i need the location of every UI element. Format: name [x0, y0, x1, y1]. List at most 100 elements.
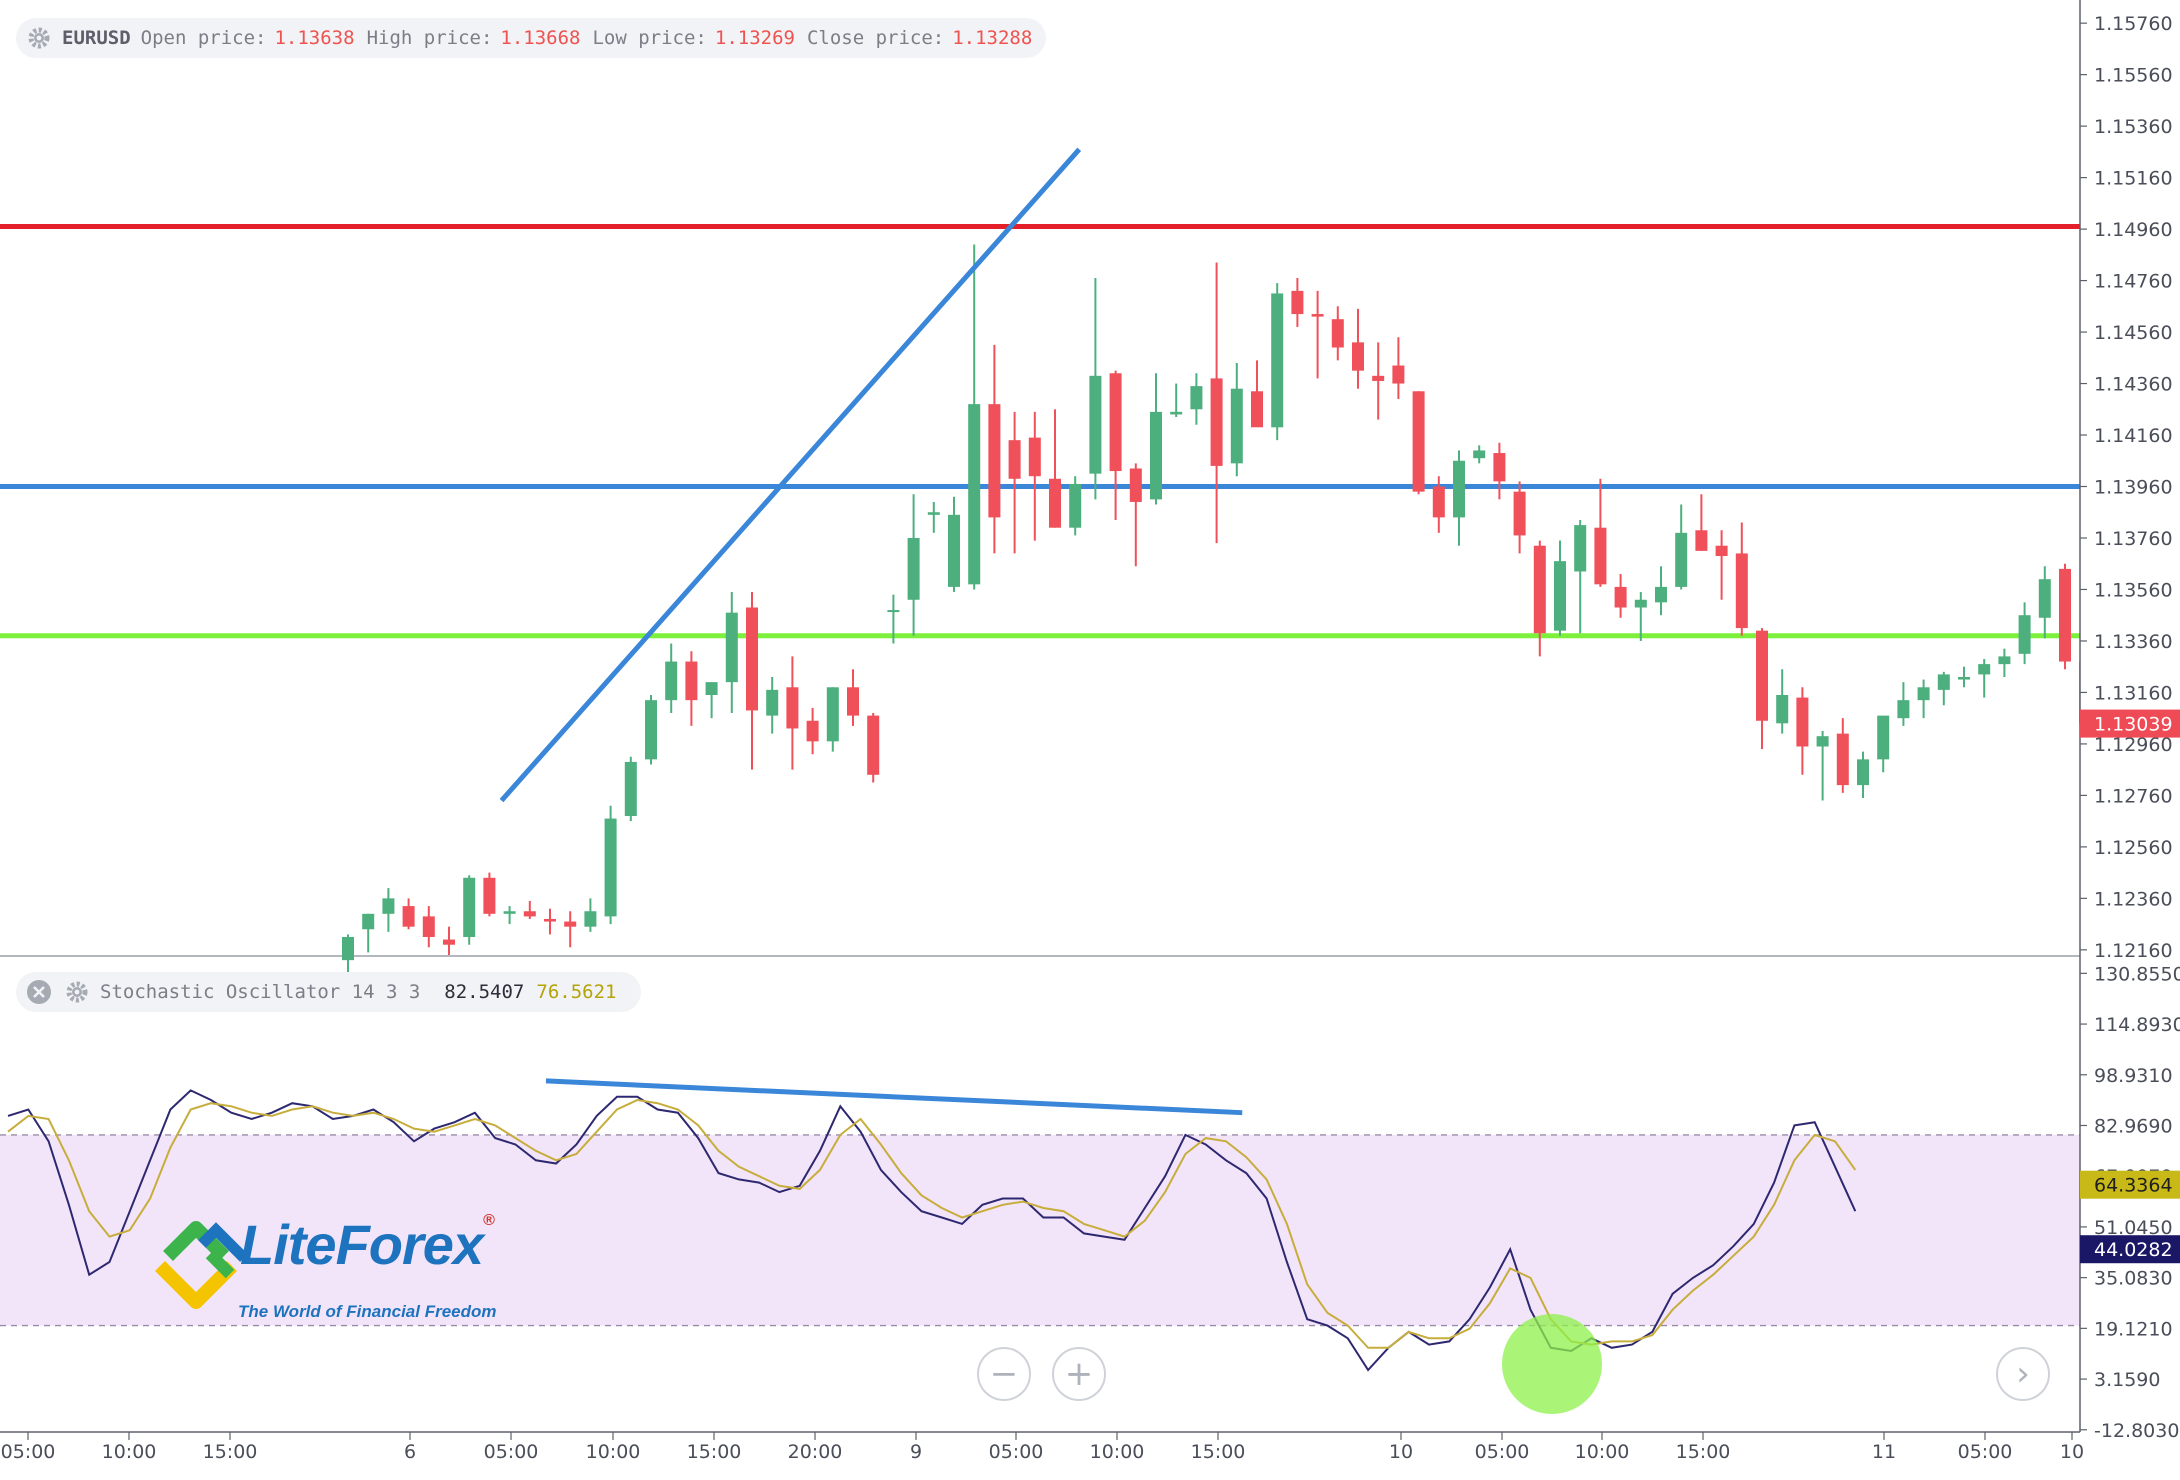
candle-body: [624, 761, 637, 816]
candle-body: [1675, 532, 1688, 587]
candle-body: [665, 661, 678, 701]
candle-body: [1190, 386, 1203, 410]
candle-body: [1594, 527, 1607, 585]
price-axis-bg: [2080, 0, 2180, 1476]
low-value: 1.13269: [714, 27, 795, 49]
candle-body: [1897, 700, 1910, 719]
price-tick-label: 1.13560: [2094, 579, 2173, 601]
candle-body: [1978, 664, 1991, 675]
candle-body: [725, 612, 738, 683]
logo-name-part1: Lite: [240, 1213, 337, 1276]
candle-body: [806, 720, 819, 742]
candle-body: [483, 877, 496, 914]
zoom-in-button[interactable]: +: [1052, 1347, 1106, 1401]
candle-body: [1271, 293, 1284, 428]
candle-body: [1291, 290, 1304, 315]
price-tick-label: 1.12360: [2094, 888, 2173, 910]
osc-tick-label: 130.8550: [2094, 963, 2180, 985]
candle-body: [1230, 388, 1243, 464]
candle-body: [342, 936, 354, 961]
high-value: 1.13668: [500, 27, 581, 49]
open-value: 1.13638: [274, 27, 355, 49]
oscillator-legend: Stochastic Oscillator 14 3 3 82.5407 76.…: [16, 972, 641, 1012]
candle-body: [1634, 599, 1647, 608]
time-tick-label: 10:00: [1090, 1441, 1145, 1463]
candle-body: [705, 682, 718, 696]
candle-body: [402, 906, 415, 927]
gear-icon[interactable]: [26, 25, 52, 51]
candle-body: [544, 918, 556, 922]
time-tick-label: 15:00: [203, 1441, 258, 1463]
time-tick-label: 15:00: [1676, 1441, 1731, 1463]
osc-tick-label: 19.1210: [2094, 1318, 2173, 1340]
time-tick-label: 05:00: [1958, 1441, 2013, 1463]
candle-body: [1028, 437, 1041, 477]
liteforex-logo: LiteForex® The World of Financial Freedo…: [150, 1210, 530, 1330]
price-tick-label: 1.15560: [2094, 65, 2173, 87]
candle-body: [1473, 450, 1486, 459]
candle-body: [362, 913, 375, 930]
price-tick-label: 1.15360: [2094, 116, 2173, 138]
candle-body: [2018, 615, 2031, 654]
price-tick-label: 1.14760: [2094, 271, 2173, 293]
time-tick-label: 6: [404, 1441, 416, 1463]
price-tick-label: 1.14960: [2094, 219, 2173, 241]
last-price-label: 1.13039: [2094, 714, 2173, 736]
k-value-tag-label: 44.0282: [2094, 1239, 2173, 1261]
candle-body: [1412, 391, 1425, 492]
candle-body: [887, 610, 900, 613]
candle-body: [988, 404, 1001, 518]
time-tick-label: 9: [910, 1441, 922, 1463]
d-value: 76.5621: [536, 981, 617, 1003]
candle-body: [907, 537, 920, 600]
logo-wordmark: LiteForex®: [240, 1212, 495, 1277]
candle-body: [1533, 545, 1546, 634]
candle-body: [422, 916, 435, 937]
price-tick-label: 1.14560: [2094, 322, 2173, 344]
candle-body: [1796, 697, 1809, 747]
scroll-right-button[interactable]: ›: [1996, 1347, 2050, 1401]
osc-tick-label: 114.8930: [2094, 1014, 2180, 1036]
price-tick-label: 1.13760: [2094, 528, 2173, 550]
zoom-in-icon: +: [1064, 1354, 1094, 1394]
candle-body: [1170, 411, 1183, 415]
oscillator-name: Stochastic Oscillator 14 3 3: [100, 981, 421, 1003]
candle-body: [786, 687, 799, 729]
candle-body: [1574, 525, 1587, 572]
candle-body: [685, 661, 698, 701]
zoom-out-button[interactable]: −: [977, 1347, 1031, 1401]
osc-tick-label: 51.0450: [2094, 1217, 2173, 1239]
logo-tagline: The World of Financial Freedom: [238, 1302, 497, 1321]
close-icon[interactable]: [26, 979, 52, 1005]
candle-body: [1251, 391, 1263, 428]
oscillator-band: [0, 1134, 2080, 1326]
osc-tick-label: 35.0830: [2094, 1268, 2173, 1290]
candle-body: [1958, 676, 1970, 680]
price-tick-label: 1.15160: [2094, 168, 2173, 190]
osc-tick-label: 82.9690: [2094, 1115, 2173, 1137]
candle-body: [1756, 630, 1768, 721]
candle-body: [1432, 486, 1445, 518]
time-tick-label: 15:00: [687, 1441, 742, 1463]
candle-body: [1331, 319, 1344, 348]
candle-body: [847, 687, 859, 716]
candle-body: [604, 818, 617, 917]
candle-body: [2038, 579, 2051, 618]
candle-body: [968, 404, 981, 585]
price-tick-label: 1.15760: [2094, 13, 2173, 35]
price-trendline: [499, 147, 1082, 803]
candle-body: [1049, 478, 1061, 528]
gear-icon[interactable]: [64, 979, 90, 1005]
candle-body: [1614, 586, 1627, 608]
candle-body: [1150, 411, 1162, 500]
candle-body: [1129, 468, 1142, 502]
candle-body: [1392, 365, 1405, 384]
registered-icon: ®: [483, 1212, 495, 1229]
candle-body: [867, 715, 880, 775]
candle-body: [503, 911, 516, 914]
price-tick-label: 1.13360: [2094, 631, 2173, 653]
osc-tick-label: 98.9310: [2094, 1065, 2173, 1087]
time-tick-label: 10: [1389, 1441, 1413, 1463]
